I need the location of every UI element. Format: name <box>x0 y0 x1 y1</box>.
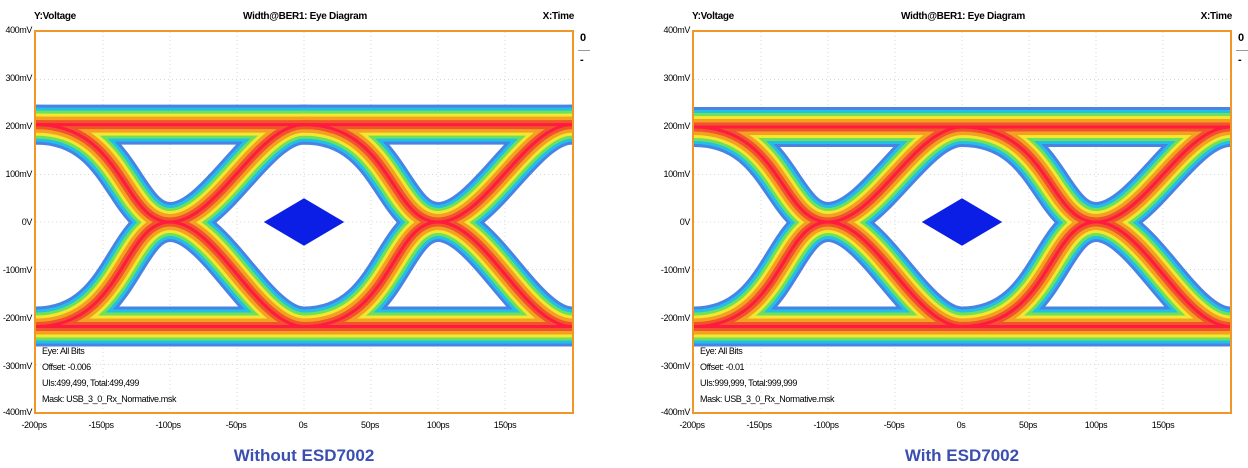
eye-plot-svg <box>694 32 1230 412</box>
x-tick-label: 0s <box>956 420 966 430</box>
eye-diagram-panel-without-esd: Y:Voltage Width@BER1: Eye Diagram X:Time… <box>0 0 590 468</box>
mask-diamond <box>263 198 345 246</box>
y-tick-label: 100mV <box>663 169 690 179</box>
chart-title: Width@BER1: Eye Diagram <box>243 11 367 22</box>
x-tick-label: 100ps <box>1084 420 1108 430</box>
y-tick-label: 100mV <box>5 169 32 179</box>
zoom-out-button[interactable]: - <box>580 54 584 66</box>
y-tick-label: -100mV <box>2 265 33 275</box>
y-tick-label: 200mV <box>663 121 690 131</box>
mask-info-text: Mask: USB_3_0_Rx_Normative.msk <box>42 394 177 404</box>
y-axis-label: Y:Voltage <box>34 11 76 22</box>
y-tick-label: -200mV <box>660 313 691 323</box>
mask-diamond <box>921 198 1003 246</box>
mask-info-text: Mask: USB_3_0_Rx_Normative.msk <box>700 394 835 404</box>
x-tick-label: 150ps <box>1151 420 1175 430</box>
chart-title: Width@BER1: Eye Diagram <box>901 11 1025 22</box>
y-tick-label: -400mV <box>2 407 33 417</box>
y-tick-label: 300mV <box>5 73 32 83</box>
y-tick-label: 200mV <box>5 121 32 131</box>
y-axis-label: Y:Voltage <box>692 11 734 22</box>
eye-plot-svg <box>36 32 572 412</box>
x-axis-label: X:Time <box>542 11 575 22</box>
offset-info-text: Offset: -0.01 <box>700 362 745 372</box>
y-tick-label: -200mV <box>2 313 33 323</box>
eye-info-text: Eye: All Bits <box>700 346 743 356</box>
x-tick-label: -50ps <box>225 420 247 430</box>
eye-info-text: Eye: All Bits <box>42 346 85 356</box>
zoom-reset-button[interactable]: 0 <box>1238 32 1245 44</box>
panel-caption: Without ESD7002 <box>233 446 375 465</box>
x-tick-label: 150ps <box>493 420 517 430</box>
y-tick-label: 0V <box>21 217 33 227</box>
divider <box>1236 50 1248 51</box>
zoom-reset-button[interactable]: 0 <box>580 32 587 44</box>
x-tick-label: 100ps <box>426 420 450 430</box>
x-tick-label: 0s <box>298 420 308 430</box>
panel-caption: With ESD7002 <box>904 446 1020 465</box>
x-tick-label: 50ps <box>1019 420 1037 430</box>
x-tick-label: -200ps <box>679 420 705 430</box>
x-tick-label: -150ps <box>88 420 114 430</box>
x-tick-label: 50ps <box>361 420 379 430</box>
eye-trace <box>36 123 305 328</box>
x-tick-label: -100ps <box>155 420 181 430</box>
y-tick-label: -400mV <box>660 407 691 417</box>
eye-trace <box>303 123 572 328</box>
uis-info-text: UIs:499,499, Total:499,499 <box>42 378 140 388</box>
y-tick-label: -300mV <box>660 361 691 371</box>
x-tick-label: -150ps <box>746 420 772 430</box>
plot-area <box>34 30 574 414</box>
zoom-out-button[interactable]: - <box>1238 54 1242 66</box>
eye-diagram-panel-with-esd: Y:Voltage Width@BER1: Eye Diagram X:Time… <box>658 0 1248 468</box>
uis-info-text: UIs:999,999, Total:999,999 <box>700 378 798 388</box>
y-tick-label: 300mV <box>663 73 690 83</box>
y-tick-label: -100mV <box>660 265 691 275</box>
y-tick-label: 400mV <box>663 25 690 35</box>
density-layer <box>36 123 572 328</box>
eye-trace <box>694 125 963 328</box>
x-tick-label: -200ps <box>21 420 47 430</box>
plot-area <box>692 30 1232 414</box>
y-tick-label: -300mV <box>2 361 33 371</box>
density-layer <box>694 125 1230 328</box>
offset-info-text: Offset: -0.006 <box>42 362 91 372</box>
x-tick-label: -100ps <box>813 420 839 430</box>
eye-trace <box>961 125 1230 328</box>
x-tick-label: -50ps <box>883 420 905 430</box>
divider <box>578 50 590 51</box>
x-axis-label: X:Time <box>1200 11 1233 22</box>
y-tick-label: 400mV <box>5 25 32 35</box>
y-tick-label: 0V <box>679 217 691 227</box>
